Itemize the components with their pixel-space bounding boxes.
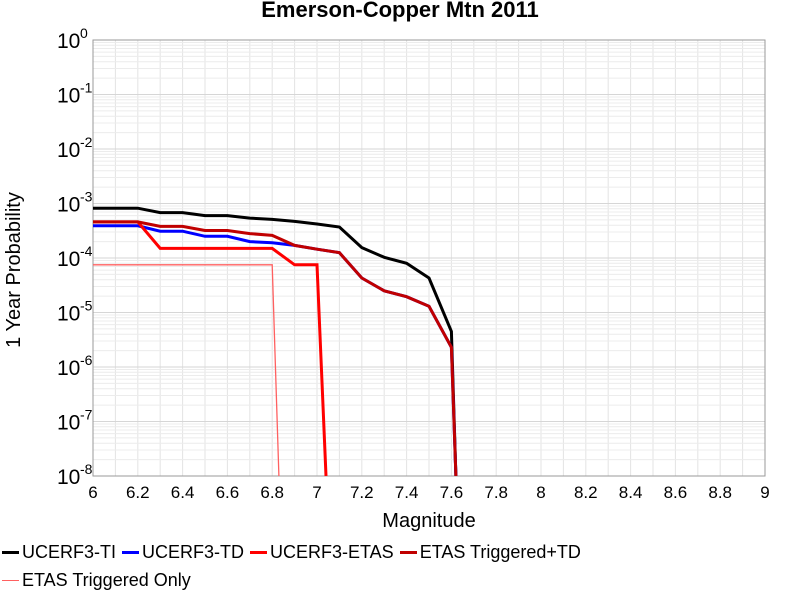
y-tick-base: 10: [57, 248, 80, 271]
legend-swatch: [2, 550, 19, 554]
legend-label: ETAS Triggered Only: [22, 569, 191, 590]
chart-title: Emerson-Copper Mtn 2011: [261, 0, 539, 22]
legend-item-etas-triggered-only: ETAS Triggered Only: [2, 570, 191, 591]
x-tick-label: 8: [536, 483, 545, 502]
y-tick-label: 10 -8: [57, 461, 93, 489]
x-tick-label: 7.6: [440, 483, 464, 502]
x-tick-label: 6.6: [216, 483, 240, 502]
x-tick-label: 8.8: [708, 483, 732, 502]
legend-swatch: [399, 550, 417, 554]
y-tick-label: 10 -3: [57, 189, 93, 217]
series-lines: [93, 206, 458, 477]
y-tick-base: 10: [57, 194, 80, 217]
legend-swatch: [122, 550, 139, 554]
x-tick-label: 7: [312, 483, 321, 502]
y-tick-exponent: -2: [80, 134, 93, 150]
y-tick-label: 10 -6: [57, 352, 93, 380]
y-tick-label: 10 -4: [57, 243, 93, 271]
grid: [92, 40, 766, 477]
chart: Emerson-Copper Mtn 2011 6 6.2 6.4 6.6 6.8 7 7.…: [3, 0, 770, 532]
x-tick-label: 6.4: [171, 483, 195, 502]
y-tick-exponent: -8: [80, 461, 93, 477]
y-tick-base: 10: [57, 466, 80, 489]
x-tick-label: 6: [88, 483, 97, 502]
y-tick-exponent: -6: [80, 352, 93, 368]
legend-swatch: [2, 579, 19, 581]
x-tick-label: 7.8: [484, 483, 508, 502]
y-axis-label: 1 Year Probability: [3, 192, 25, 348]
legend-row: ETAS Triggered Only: [2, 566, 792, 594]
legend-label: ETAS Triggered+TD: [419, 541, 581, 562]
legend: UCERF3-TI UCERF3-TD UCERF3-ETAS ETAS Tri…: [2, 538, 792, 594]
x-tick-label: 7.2: [350, 483, 374, 502]
series-line: [93, 206, 458, 477]
legend-label: UCERF3-ETAS: [270, 541, 394, 562]
series-line: [93, 220, 458, 477]
y-tick-exponent: -7: [80, 407, 93, 423]
x-tick-label: 8.6: [664, 483, 688, 502]
y-tick-label: 10 0: [57, 25, 88, 53]
x-tick-label: 6.8: [260, 483, 284, 502]
x-tick-label: 7.4: [395, 483, 419, 502]
x-tick-label: 8.2: [574, 483, 598, 502]
legend-swatch: [250, 550, 267, 554]
x-tick-label: 9: [760, 483, 769, 502]
x-tick-label: 6.2: [126, 483, 150, 502]
x-tick-labels: 6 6.2 6.4 6.6 6.8 7 7.2 7.4 7.6 7.8 8 8.2 8.4 8.6 8.8 9: [88, 483, 769, 502]
y-tick-base: 10: [57, 85, 80, 108]
y-tick-base: 10: [57, 139, 80, 162]
y-tick-label: 10 -5: [57, 298, 93, 326]
y-tick-base: 10: [57, 303, 80, 326]
y-tick-exponent: -3: [80, 189, 93, 205]
y-tick-label: 10 -1: [57, 80, 93, 108]
legend-label: UCERF3-TI: [22, 541, 116, 562]
series-line: [93, 264, 280, 477]
y-tick-exponent: 0: [80, 25, 88, 41]
y-tick-exponent: -4: [80, 243, 93, 259]
legend-item-ucerf3-etas: UCERF3-ETAS: [250, 542, 394, 563]
legend-item-ucerf3-ti: UCERF3-TI: [2, 542, 116, 563]
plot-area-border: [92, 39, 766, 477]
y-tick-base: 10: [57, 412, 80, 435]
y-tick-label: 10 -2: [57, 134, 93, 162]
x-axis-label: Magnitude: [382, 510, 475, 532]
legend-item-ucerf3-td: UCERF3-TD: [122, 542, 244, 563]
y-tick-base: 10: [57, 357, 80, 380]
legend-row: UCERF3-TI UCERF3-TD UCERF3-ETAS ETAS Tri…: [2, 538, 792, 566]
y-tick-label: 10 -7: [57, 407, 93, 435]
x-tick-label: 8.4: [619, 483, 643, 502]
legend-label: UCERF3-TD: [142, 541, 244, 562]
y-tick-exponent: -5: [80, 298, 93, 314]
legend-item-etas-triggered-td: ETAS Triggered+TD: [399, 541, 581, 563]
y-tick-exponent: -1: [80, 80, 93, 96]
y-tick-base: 10: [57, 30, 80, 53]
